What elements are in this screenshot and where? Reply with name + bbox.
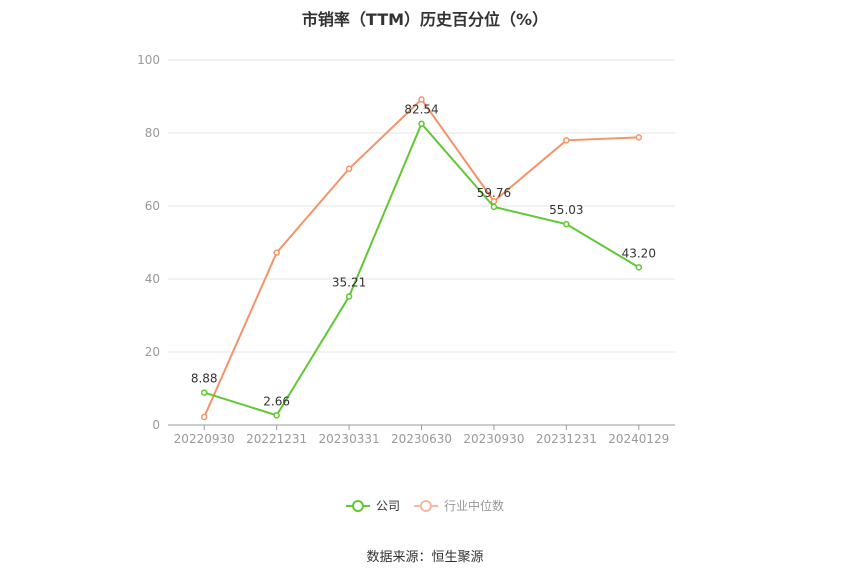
data-label: 35.21	[332, 275, 366, 289]
y-tick-label: 0	[152, 418, 160, 432]
legend-industry-marker-icon	[414, 499, 438, 513]
data-label: 82.54	[404, 103, 438, 117]
x-tick-label: 20240129	[608, 432, 669, 446]
data-label: 43.20	[622, 246, 656, 260]
legend-industry-label: 行业中位数	[444, 499, 505, 513]
x-tick-label: 20220930	[174, 432, 235, 446]
series-0-point	[345, 293, 353, 300]
series-1-point	[345, 165, 353, 173]
legend-item-company[interactable]: 公司	[345, 497, 400, 514]
line-chart: 0 20 40 60 80 100 20220930 20221231 20230331 2023…	[137, 53, 675, 446]
series-0-point	[273, 412, 280, 419]
x-tick-label: 20221231	[246, 432, 307, 446]
legend-company-label: 公司	[375, 499, 400, 513]
series-0-point	[200, 389, 208, 396]
x-tick-label: 20231231	[536, 432, 597, 446]
data-label: 8.88	[191, 372, 218, 386]
legend-item-industry-median[interactable]: 行业中位数	[414, 497, 504, 514]
data-source: 数据来源：恒生聚源	[366, 550, 484, 565]
x-tick-label: 20230630	[391, 432, 452, 446]
legend: 公司 行业中位数	[0, 497, 850, 514]
series-0-point	[635, 264, 643, 271]
data-label: 59.76	[477, 186, 511, 200]
series-1-point	[418, 96, 425, 103]
series-1-point	[563, 137, 570, 144]
y-tick-label: 20	[145, 345, 160, 359]
chart-title: 市销率（TTM）历史百分位（%）	[301, 10, 549, 29]
series-1-point	[200, 413, 208, 421]
series-1-point	[273, 249, 280, 256]
y-tick-label: 40	[145, 272, 160, 286]
y-tick-label: 60	[145, 199, 160, 213]
series-0-point	[563, 220, 570, 228]
x-tick-label: 20230930	[463, 432, 524, 446]
y-tick-label: 100	[137, 53, 160, 67]
series-0-point	[490, 203, 498, 211]
series-1-point	[635, 134, 643, 141]
x-tick-label: 20230331	[319, 432, 380, 446]
y-tick-label: 80	[145, 126, 160, 140]
series-line-1	[203, 97, 639, 418]
series-0-point	[418, 120, 425, 127]
data-label: 2.66	[263, 394, 290, 408]
data-label: 55.03	[549, 203, 583, 217]
legend-company-marker-icon	[345, 499, 370, 513]
